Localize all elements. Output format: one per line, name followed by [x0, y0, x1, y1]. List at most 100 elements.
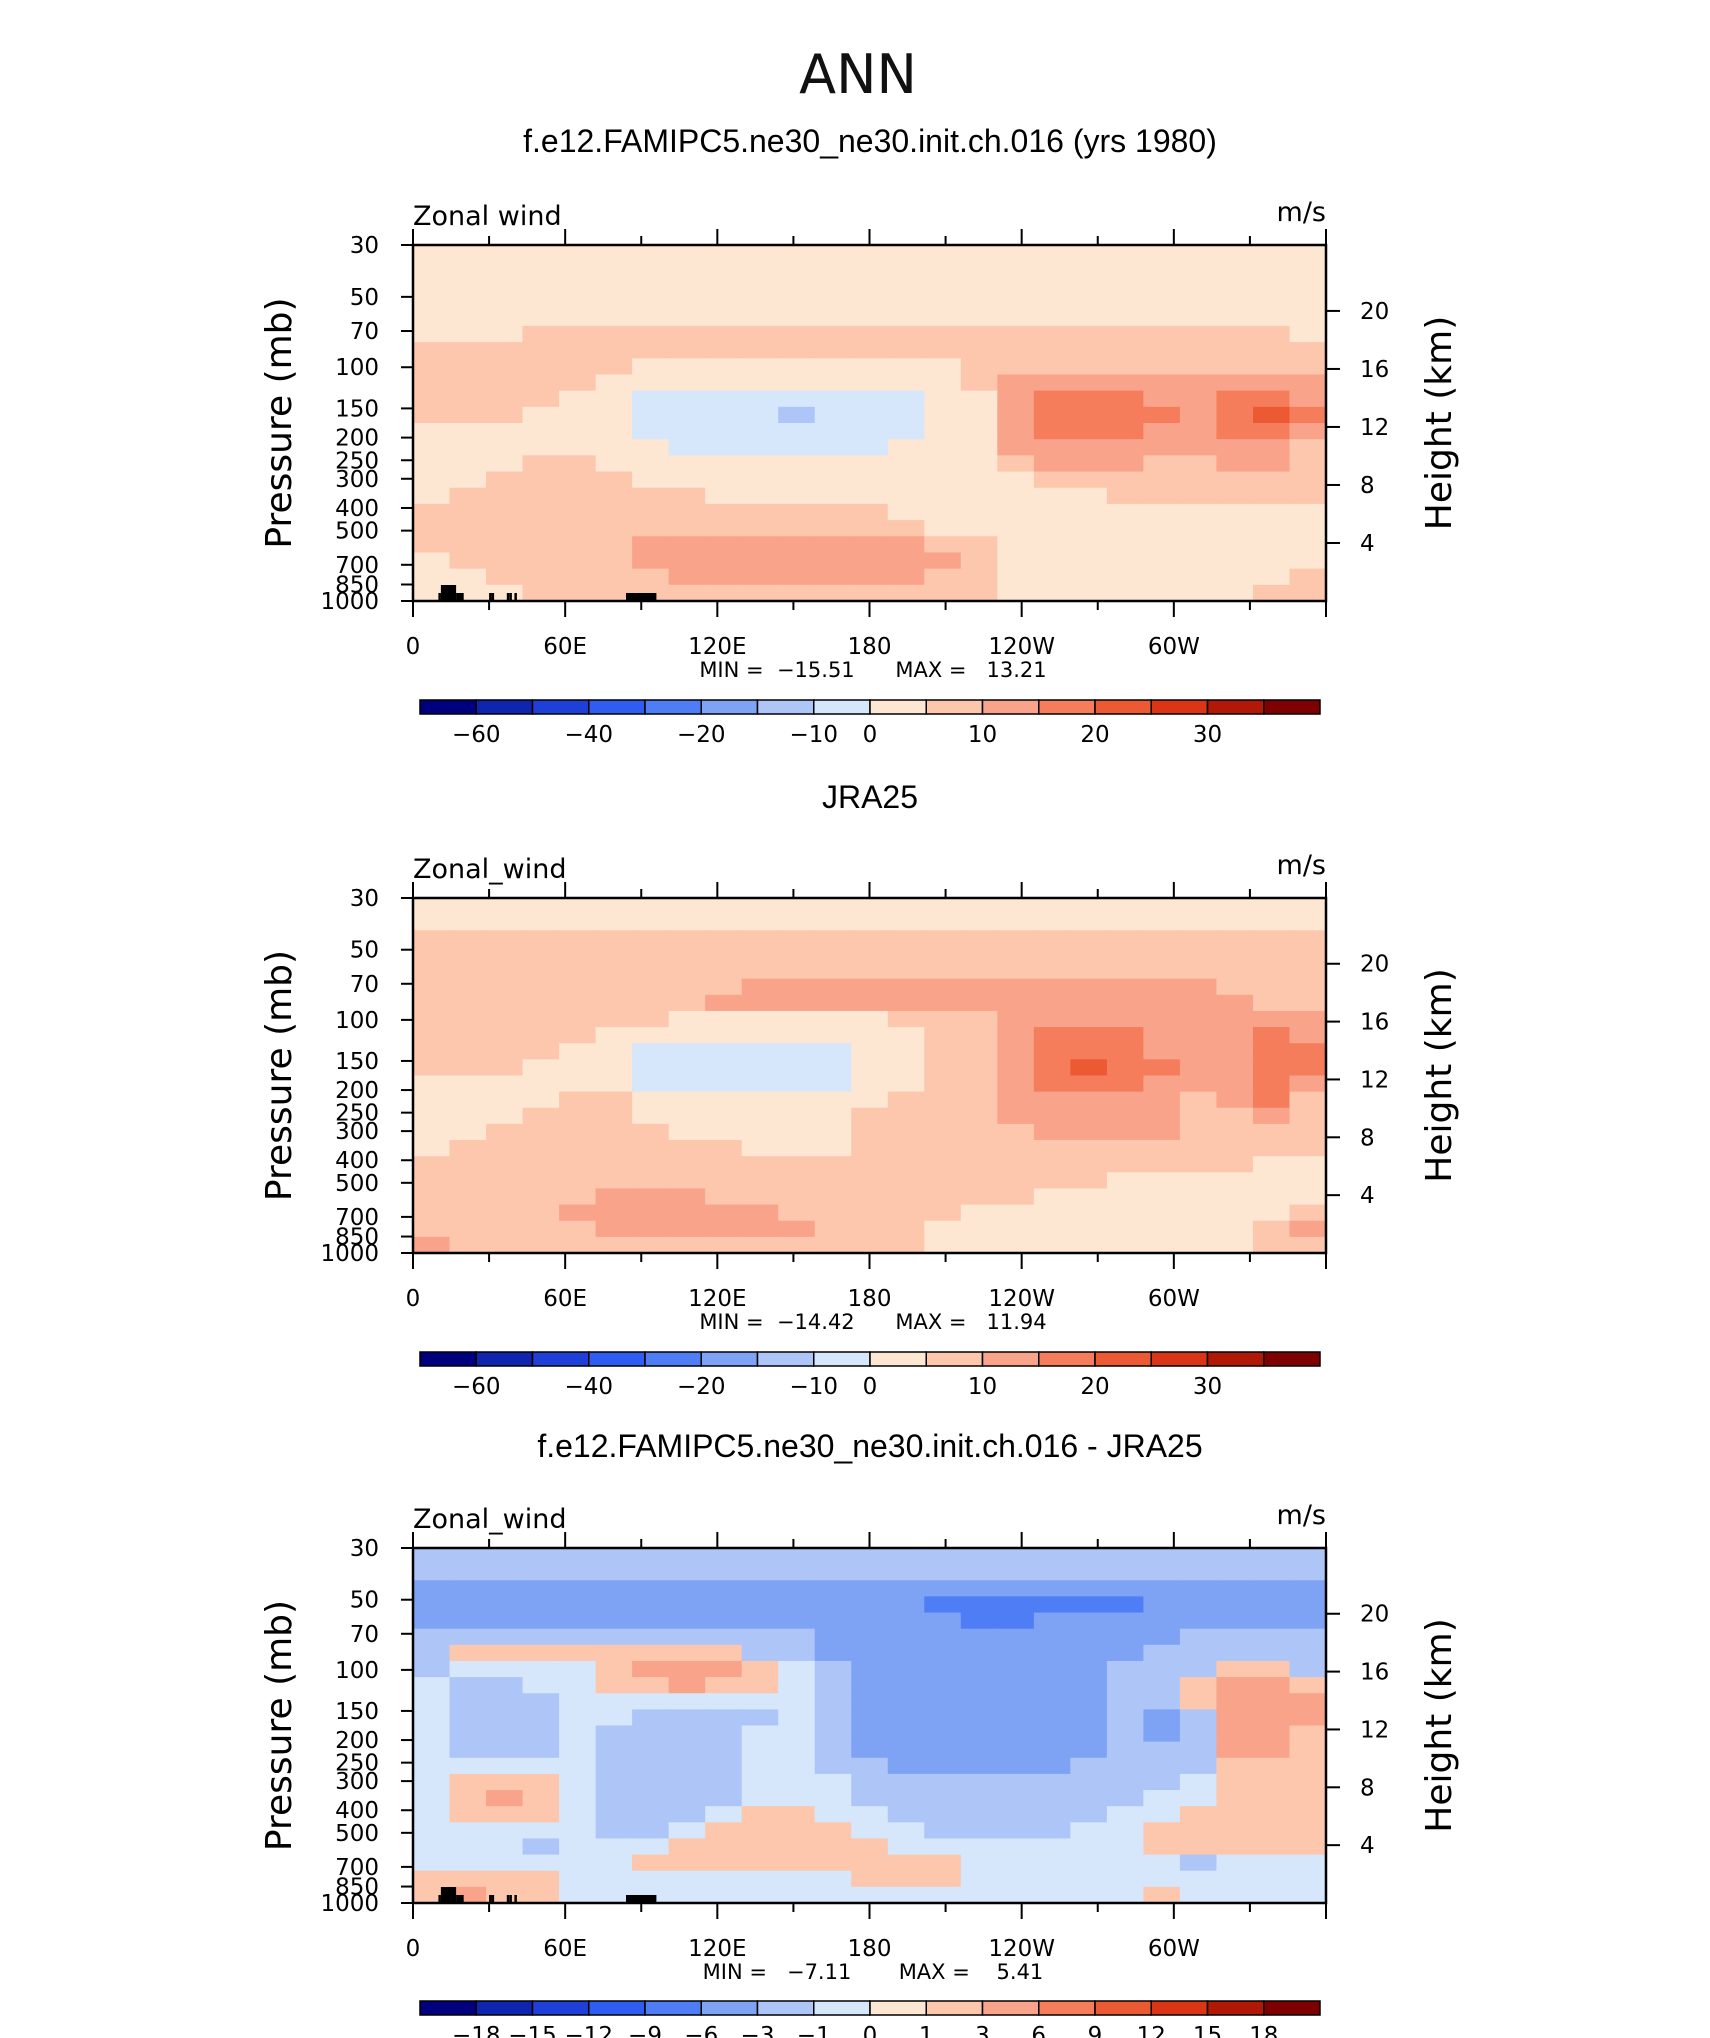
field-cell: [741, 293, 779, 311]
field-cell: [1033, 568, 1071, 586]
field-cell: [1252, 342, 1291, 359]
colorbar-swatch: [644, 699, 702, 715]
field-cell: [778, 487, 816, 505]
field-cell: [449, 1075, 487, 1093]
field-cell: [960, 1709, 998, 1727]
field-cell: [413, 1806, 451, 1823]
field-cell: [559, 1612, 597, 1630]
x-tick-label: 60E: [543, 1286, 587, 1312]
field-cell: [1143, 552, 1181, 570]
field-cell: [1289, 503, 1327, 521]
field-cell: [1143, 277, 1181, 295]
field-cell: [924, 1709, 962, 1727]
field-cell: [449, 277, 487, 295]
field-cell: [1070, 1644, 1108, 1662]
field-cell: [632, 406, 670, 424]
field-cell: [449, 503, 487, 521]
field-cell: [595, 1123, 633, 1141]
field-cell: [1143, 293, 1181, 311]
field-cell: [1179, 1010, 1218, 1028]
field-cell: [559, 1140, 597, 1157]
field-cell: [1070, 1886, 1108, 1904]
field-cell: [1143, 1870, 1181, 1888]
field-cell: [486, 1564, 524, 1581]
y-axis-label-height: Height (km): [1419, 968, 1460, 1182]
field-cell: [814, 1580, 852, 1598]
field-cell: [1106, 261, 1144, 278]
field-cell: [486, 1725, 524, 1743]
field-cell: [997, 898, 1035, 915]
field-cell: [1179, 277, 1218, 295]
field-cell: [632, 520, 670, 537]
field-cell: [1033, 1236, 1071, 1254]
field-cell: [486, 994, 524, 1012]
field-cell: [778, 1677, 816, 1694]
field-cell: [1252, 1693, 1291, 1710]
field-cell: [741, 898, 779, 915]
field-cell: [1289, 1059, 1327, 1077]
field-cell: [1179, 358, 1218, 376]
field-cell: [814, 1822, 852, 1840]
field-cell: [595, 245, 633, 262]
field-cell: [1216, 471, 1254, 489]
field-cell: [741, 584, 779, 602]
field-cell: [1033, 1757, 1071, 1775]
field-cell: [1289, 1660, 1327, 1678]
field-cell: [1252, 1236, 1291, 1254]
field-cell: [559, 406, 597, 424]
field-cell: [522, 342, 560, 359]
field-cell: [960, 390, 998, 408]
field-cell: [1106, 1548, 1144, 1565]
field-cell: [668, 520, 706, 537]
field-cell: [486, 1612, 524, 1630]
colorbar-swatch: [1206, 699, 1265, 715]
field-cell: [1179, 455, 1218, 473]
field-cell: [449, 309, 487, 327]
field-cell: [449, 520, 487, 537]
field-cell: [1252, 261, 1291, 278]
field-cell: [1033, 1790, 1071, 1807]
field-cell: [851, 568, 889, 586]
field-cell: [522, 1709, 560, 1727]
field-cell: [1106, 423, 1144, 440]
field-cell: [486, 487, 524, 505]
field-cell: [486, 946, 524, 964]
field-cell: [668, 406, 706, 424]
field-cell: [705, 898, 743, 915]
field-cell: [522, 946, 560, 964]
field-cell: [705, 1010, 743, 1028]
field-cell: [741, 1027, 779, 1044]
field-cell: [1070, 930, 1108, 948]
field-cell: [741, 1822, 779, 1840]
field-cell: [924, 1548, 962, 1565]
field-cell: [997, 1091, 1035, 1109]
field-cell: [1252, 962, 1291, 980]
field-cell: [595, 1886, 633, 1904]
field-cell: [1179, 1628, 1218, 1646]
field-cell: [705, 1580, 743, 1598]
colorbar-swatch: [1150, 699, 1209, 715]
field-cell: [1179, 962, 1218, 980]
field-cell: [522, 1564, 560, 1581]
field-cell: [522, 520, 560, 537]
field-cell: [1106, 930, 1144, 948]
field-cell: [413, 914, 451, 931]
topography-block: [626, 593, 657, 601]
pressure-tick-label: 250: [335, 448, 379, 474]
field-cell: [449, 423, 487, 440]
field-cell: [851, 325, 889, 343]
field-cell: [741, 455, 779, 473]
field-cell: [960, 245, 998, 262]
field-cell: [887, 1693, 925, 1710]
field-cell: [559, 1564, 597, 1581]
field-cell: [1252, 1838, 1291, 1856]
field-cell: [1179, 1548, 1218, 1565]
field-cell: [1033, 1075, 1071, 1093]
field-cell: [1033, 471, 1071, 489]
field-cell: [632, 946, 670, 964]
field-cell: [486, 1644, 524, 1662]
pressure-tick-label: 50: [350, 285, 379, 311]
field-cell: [413, 1059, 451, 1077]
field-cell: [1252, 1010, 1291, 1028]
field-cell: [559, 962, 597, 980]
